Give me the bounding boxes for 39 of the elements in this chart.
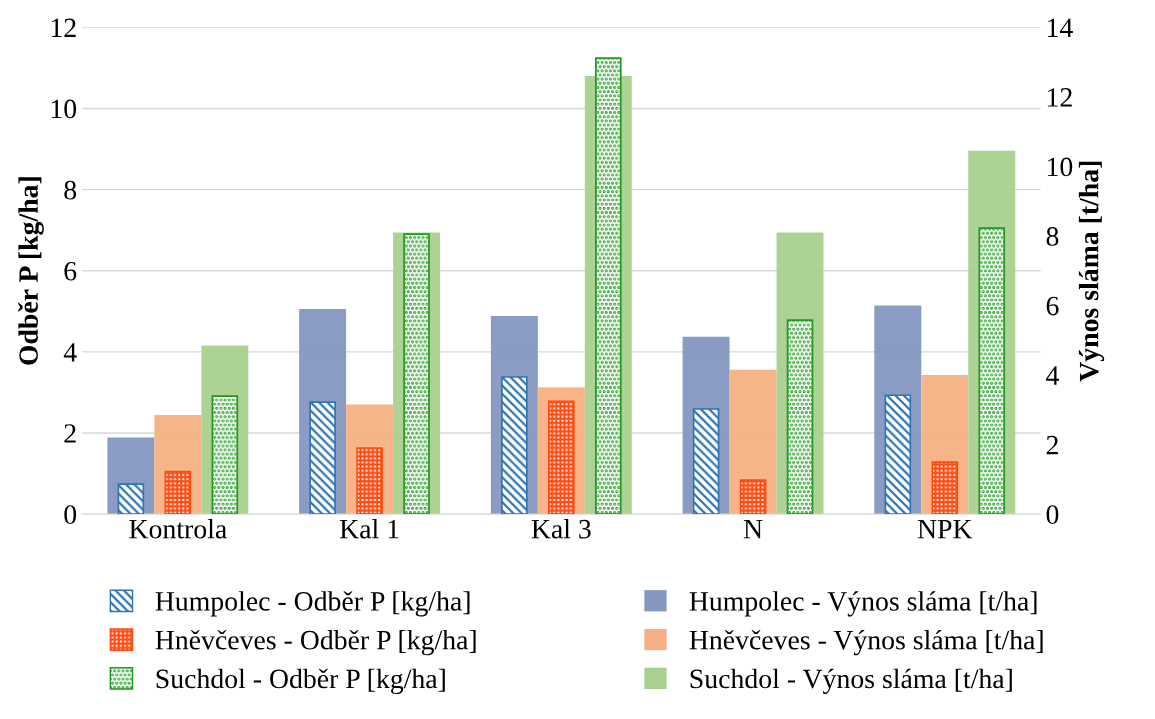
bar bbox=[692, 408, 720, 515]
y2-tick-label: 8 bbox=[1046, 227, 1059, 246]
bar bbox=[501, 376, 528, 515]
x-tick-label: Kal 1 bbox=[339, 518, 399, 539]
y-tick-label: 6 bbox=[64, 261, 77, 281]
bar bbox=[117, 483, 145, 515]
x-tick-label: Kontrola bbox=[129, 518, 227, 539]
bar bbox=[164, 470, 192, 515]
legend-label: Hněvčeves - Odběr P [kg/ha] bbox=[155, 629, 476, 656]
y2-tick-label: 14 bbox=[1047, 18, 1073, 37]
y-axis-title: Odběr P [kg/ha] bbox=[18, 177, 44, 365]
bar bbox=[931, 461, 959, 515]
y-tick-label: 12 bbox=[51, 18, 76, 37]
legend-label: Humpolec - Výnos sláma [t/ha] bbox=[689, 591, 1037, 617]
y-tick-label: 10 bbox=[51, 99, 77, 119]
x-tick-label: Kal 3 bbox=[531, 518, 591, 539]
y2-tick-label: 6 bbox=[1046, 296, 1059, 316]
y2-tick-label: 2 bbox=[1046, 435, 1058, 455]
y-tick-label: 8 bbox=[64, 180, 77, 200]
y-tick-label: 2 bbox=[64, 424, 76, 443]
legend-label: Hněvčeves - Výnos sláma [t/ha] bbox=[689, 629, 1043, 656]
y2-tick-label: 10 bbox=[1047, 157, 1073, 177]
legend-label: Suchdol - Odběr P [kg/ha] bbox=[156, 668, 445, 694]
y2-tick-label: 12 bbox=[1047, 88, 1072, 107]
bar bbox=[309, 401, 336, 515]
bar bbox=[739, 479, 767, 515]
x-tick-label: NPK bbox=[917, 520, 973, 539]
y-tick-label: 4 bbox=[63, 343, 77, 362]
x-tick-label: N bbox=[743, 520, 763, 539]
y-tick-label: 0 bbox=[64, 505, 77, 524]
bar bbox=[884, 394, 912, 515]
bar bbox=[356, 447, 383, 515]
bar bbox=[786, 319, 814, 515]
y2-axis-title: Výnos sláma [t/ha] bbox=[1078, 161, 1105, 382]
y2-tick-label: 4 bbox=[1046, 366, 1059, 385]
legend-label: Humpolec - Odběr P [kg/ha] bbox=[155, 591, 470, 617]
bar bbox=[211, 395, 239, 515]
legend-label: Suchdol - Výnos sláma [t/ha] bbox=[690, 668, 1012, 694]
y2-tick-label: 0 bbox=[1046, 505, 1059, 524]
